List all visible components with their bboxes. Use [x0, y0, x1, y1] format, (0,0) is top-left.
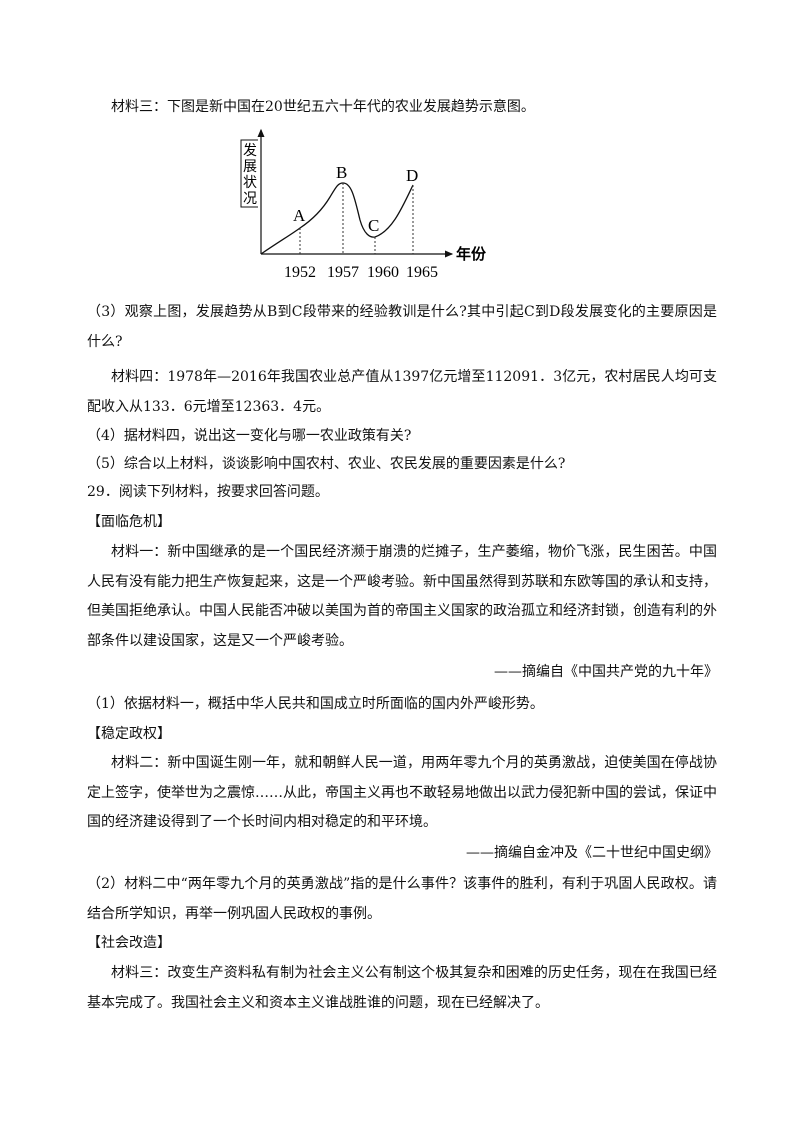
year-label: 1952	[284, 264, 316, 281]
point-label-c: C	[368, 216, 379, 235]
material3-intro: 材料三：下图是新中国在20世纪五六十年代的农业发展趋势示意图。	[111, 99, 535, 115]
y-label-char: 发	[243, 143, 257, 159]
source-citation: ——摘编自金冲及《二十世纪中国史纲》	[466, 845, 718, 861]
material-3b: 材料三：改变生产资料私有制为社会主义公有制这个极其复杂和困难的历史任务，现在在我…	[87, 965, 717, 1011]
question-1: （1）依据材料一，概括中华人民共和国成立时所面临的国内外严峻形势。	[87, 696, 544, 712]
point-label-a: A	[293, 206, 306, 225]
point-label-b: B	[336, 163, 347, 182]
question-3: （3）观察上图，发展趋势从B到C段带来的经验教训是什么?其中引起C到D段发展变化…	[87, 304, 717, 350]
question-4: （4）据材料四，说出这一变化与哪一农业政策有关?	[87, 428, 412, 444]
year-label: 1960	[367, 264, 399, 281]
material-1: 材料一：新中国继承的是一个国民经济濒于崩溃的烂摊子，生产萎缩，物价飞涨，民生困苦…	[87, 544, 717, 649]
material-2: 材料二：新中国诞生刚一年，就和朝鲜人民一道，用两年零九个月的英勇激战，迫使美国在…	[87, 755, 717, 830]
material-4: 材料四：1978年—2016年我国农业总产值从1397亿元增至112091．3亿…	[87, 369, 717, 415]
question-29: 29．阅读下列材料，按要求回答问题。	[87, 484, 329, 500]
year-label: 1965	[406, 264, 438, 281]
x-label: 年份	[456, 245, 487, 263]
section-heading: 【稳定政权】	[87, 726, 171, 742]
question-5: （5）综合以上材料，谈谈影响中国农村、农业、农民发展的重要因素是什么?	[87, 456, 566, 472]
trend-curve	[260, 182, 414, 255]
point-label-d: D	[406, 166, 418, 185]
source-citation: ——摘编自《中国共产党的九十年》	[494, 664, 718, 680]
y-label-bracket	[240, 139, 258, 208]
y-label-char: 展	[243, 160, 257, 175]
y-label-char: 状	[243, 175, 257, 191]
section-heading: 【社会改造】	[87, 935, 171, 951]
question-2: （2）材料二中“两年零九个月的英勇激战”指的是什么事件？该事件的胜利，有利于巩固…	[87, 876, 717, 922]
year-label: 1957	[327, 264, 359, 281]
y-label-char: 况	[243, 192, 257, 207]
section-heading: 【面临危机】	[87, 514, 171, 530]
agriculture-trend-diagram: 发 展 状 况 年份 A B C D 1952 1957 1960 1965	[240, 128, 487, 281]
